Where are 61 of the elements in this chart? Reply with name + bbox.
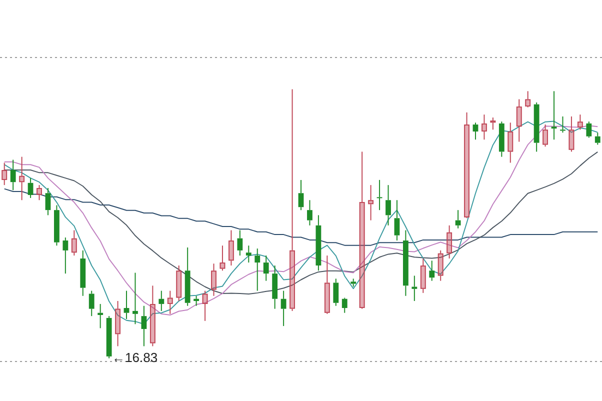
candlestick bbox=[394, 200, 400, 241]
candlestick bbox=[115, 300, 120, 347]
candlestick bbox=[272, 264, 278, 310]
candlestick bbox=[534, 102, 540, 152]
candlestick bbox=[420, 258, 426, 294]
candlestick bbox=[516, 98, 522, 142]
candlestick bbox=[176, 264, 182, 302]
candlestick bbox=[62, 237, 68, 274]
candlestick bbox=[194, 295, 200, 306]
candlestick bbox=[10, 159, 16, 191]
candlestick bbox=[542, 124, 548, 148]
candlestick bbox=[150, 285, 156, 347]
candlestick bbox=[298, 179, 304, 211]
candlestick bbox=[490, 117, 496, 130]
candlestick bbox=[80, 250, 86, 296]
candlestick bbox=[368, 184, 374, 221]
candlestick bbox=[141, 305, 147, 347]
candlestick bbox=[498, 121, 504, 158]
candlestick bbox=[560, 116, 566, 134]
candlestick bbox=[324, 255, 330, 314]
candlestick bbox=[402, 230, 408, 296]
candlestick bbox=[472, 122, 478, 140]
candlestick bbox=[342, 297, 348, 314]
candlestick bbox=[98, 303, 104, 329]
candlestick bbox=[54, 204, 60, 246]
candlestick bbox=[455, 210, 461, 229]
candlestick bbox=[438, 250, 444, 282]
candlestick bbox=[158, 290, 164, 312]
candlestick bbox=[333, 278, 339, 306]
candlestick bbox=[228, 230, 234, 266]
candlestick bbox=[376, 179, 382, 211]
candlestick bbox=[263, 255, 269, 282]
candlestick bbox=[71, 230, 77, 256]
candlestick bbox=[132, 272, 138, 325]
candlestick bbox=[412, 275, 418, 302]
candlestick bbox=[2, 162, 8, 186]
candlestick bbox=[124, 290, 130, 320]
candlestick bbox=[211, 263, 216, 296]
candlestick bbox=[184, 246, 190, 306]
candlestick bbox=[19, 156, 25, 201]
candlestick bbox=[429, 260, 435, 282]
candlestick bbox=[237, 230, 243, 256]
candlestick bbox=[220, 245, 226, 272]
candlestick bbox=[45, 188, 51, 216]
candlestick bbox=[36, 184, 42, 201]
candlestick bbox=[167, 290, 173, 314]
candlestick bbox=[446, 224, 452, 259]
candlestick bbox=[551, 90, 557, 140]
candlestick bbox=[28, 178, 34, 198]
candlestick bbox=[246, 245, 252, 264]
candlestick bbox=[508, 122, 514, 164]
annotation: ←16.83 bbox=[112, 350, 158, 365]
candlestick bbox=[525, 90, 531, 108]
candlestick bbox=[280, 290, 286, 327]
candlestick bbox=[316, 214, 322, 272]
candlestick bbox=[359, 151, 365, 310]
candlestick bbox=[386, 184, 391, 226]
candlestick bbox=[307, 200, 312, 226]
candlestick bbox=[254, 248, 260, 292]
candlestick bbox=[482, 114, 487, 140]
candlestick bbox=[106, 316, 112, 359]
